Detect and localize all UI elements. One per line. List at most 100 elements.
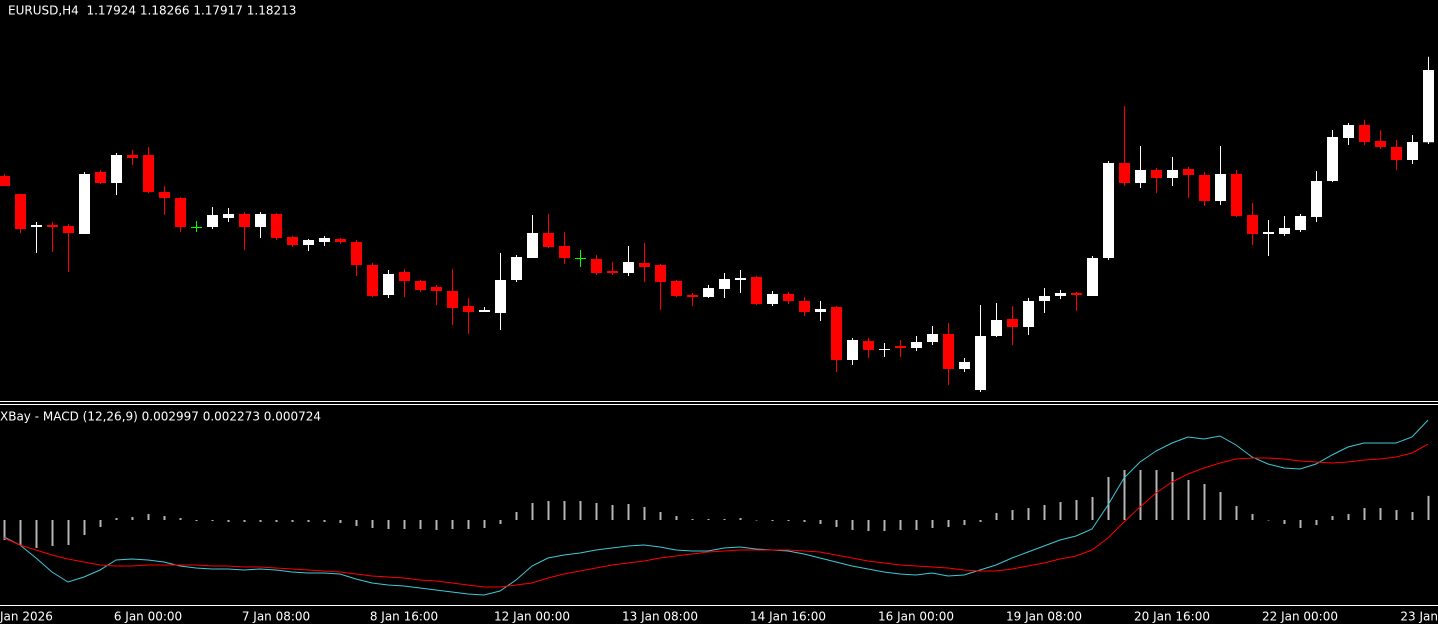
candle-body [1215, 174, 1226, 201]
candle-body [399, 272, 410, 281]
histogram-bar [803, 520, 806, 522]
histogram-bar [339, 520, 342, 523]
histogram-bar [275, 520, 278, 522]
histogram-bar [1251, 514, 1254, 520]
histogram-bar [99, 520, 102, 527]
candle-body [895, 346, 906, 348]
candle-body [799, 301, 810, 312]
candle-body [479, 310, 490, 312]
candle-body [223, 214, 234, 218]
candle-body [1391, 147, 1402, 160]
histogram-bar [1123, 470, 1126, 520]
histogram-bar [627, 504, 630, 520]
time-axis: Jan 2026 6 Jan 00:00 7 Jan 08:00 8 Jan 16:0… [0, 610, 1438, 624]
histogram-bar [435, 520, 438, 530]
histogram-bar [899, 520, 902, 530]
histogram-bar [819, 520, 822, 524]
candle-body [767, 294, 778, 304]
histogram-bar [1315, 520, 1318, 525]
histogram-bar [1331, 516, 1334, 520]
candle-body [719, 279, 730, 289]
histogram-bar [1107, 477, 1110, 520]
candle-body [655, 265, 666, 282]
candle-body [1071, 293, 1082, 295]
histogram-bar [1235, 506, 1238, 520]
histogram-bar [595, 503, 598, 520]
histogram-bar [643, 507, 646, 520]
histogram-bar [563, 501, 566, 520]
candle-body [879, 349, 890, 350]
histogram-bar [1363, 508, 1366, 520]
x-tick-label: 19 Jan 08:00 [1006, 610, 1082, 624]
candle-body [687, 295, 698, 297]
x-tick-label: 22 Jan 00:00 [1262, 610, 1338, 624]
candle-body [1199, 175, 1210, 201]
candle-body [1055, 293, 1066, 296]
candle-body [1295, 216, 1306, 230]
histogram-bar [19, 520, 22, 545]
x-tick-label: 20 Jan 16:00 [1134, 610, 1210, 624]
histogram-bar [1075, 500, 1078, 520]
histogram-bar [51, 520, 54, 546]
macd-panel [3, 419, 1430, 596]
x-tick-label: 6 Jan 00:00 [114, 610, 182, 624]
histogram-bar [851, 520, 854, 530]
candle-body [751, 277, 762, 304]
candle-body [495, 280, 506, 313]
histogram-bar [739, 518, 742, 520]
histogram-bar [403, 520, 406, 529]
candle-body [959, 362, 970, 369]
candle-body [1023, 301, 1034, 327]
candle-body [1167, 170, 1178, 178]
candle-body [1119, 163, 1130, 183]
candle-body [415, 281, 426, 290]
histogram-bar [883, 520, 886, 531]
candle-body [623, 262, 634, 273]
histogram-bar [1027, 508, 1030, 520]
histogram-bar [147, 514, 150, 520]
x-tick-label: 7 Jan 08:00 [242, 610, 310, 624]
histogram-bar [1427, 495, 1430, 520]
histogram-bar [947, 520, 950, 527]
histogram-bar [131, 517, 134, 520]
histogram-bar [691, 519, 694, 520]
histogram-bar [3, 520, 6, 540]
histogram-bar [1379, 508, 1382, 520]
candle-body [591, 259, 602, 273]
candle-body [927, 334, 938, 342]
candle-body [367, 265, 378, 296]
indicator-line [3, 443, 1429, 588]
histogram-bar [387, 520, 390, 529]
candle-body [383, 274, 394, 295]
candle-body [1247, 215, 1258, 234]
histogram-bar [467, 520, 470, 529]
histogram-bar [355, 520, 358, 526]
candle-body [127, 155, 138, 158]
histogram-bar [163, 516, 166, 520]
candle-body [431, 287, 442, 291]
candle-body [351, 242, 362, 265]
candle-body [1007, 319, 1018, 327]
histogram-bar [515, 512, 518, 520]
histogram-bar [211, 520, 214, 521]
histogram-bar [995, 513, 998, 520]
candle-body [863, 341, 874, 350]
histogram-bar [531, 503, 534, 520]
candle-body [991, 320, 1002, 336]
candle-body [79, 174, 90, 234]
candle-body [735, 278, 746, 280]
histogram-bar [1091, 497, 1094, 520]
candle-body [1407, 142, 1418, 160]
candle-body [1151, 170, 1162, 178]
candle-body [911, 342, 922, 348]
candle-body [239, 214, 250, 227]
histogram-bar [1411, 512, 1414, 520]
histogram-bar [611, 505, 614, 520]
histogram-bar [1043, 505, 1046, 520]
candle-body [815, 309, 826, 312]
candle-body [1135, 170, 1146, 183]
histogram-bar [1139, 470, 1142, 520]
histogram-bar [1011, 510, 1014, 520]
